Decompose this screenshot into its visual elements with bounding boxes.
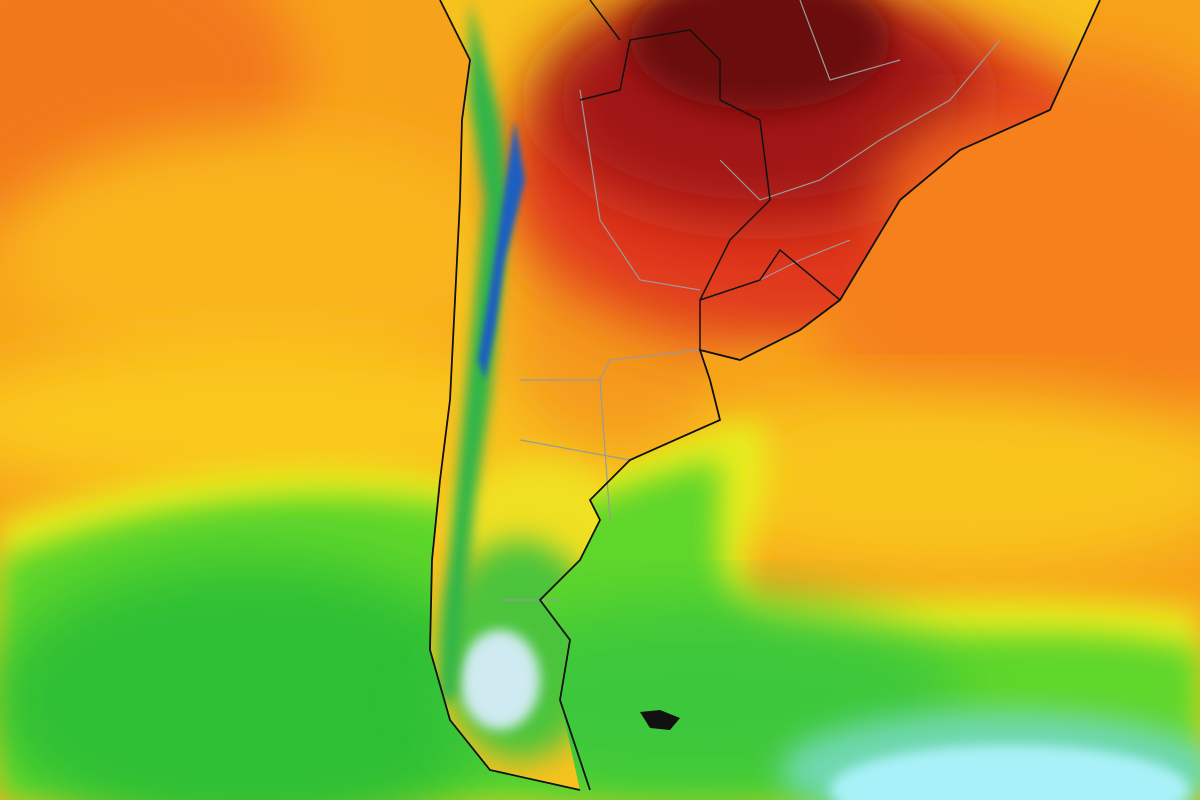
border	[589, 0, 621, 41]
paraguay-border	[629, 29, 771, 301]
border	[719, 39, 1001, 201]
extreme-hot-land	[630, 0, 890, 110]
border	[599, 379, 611, 521]
cold-patch	[830, 745, 1190, 800]
border	[579, 89, 701, 291]
andes-cold	[478, 120, 525, 380]
warm-band	[0, 130, 520, 370]
cool-patch	[0, 560, 510, 800]
falkland-islands	[640, 710, 680, 730]
border	[520, 349, 701, 381]
yellow-band	[0, 340, 580, 500]
snow-patch	[460, 630, 540, 730]
coastline	[429, 0, 1101, 791]
andes-green	[440, 0, 510, 700]
yellow-band-east	[650, 390, 1200, 570]
border	[799, 0, 901, 81]
border	[519, 439, 631, 461]
bolivia-border	[579, 39, 631, 101]
